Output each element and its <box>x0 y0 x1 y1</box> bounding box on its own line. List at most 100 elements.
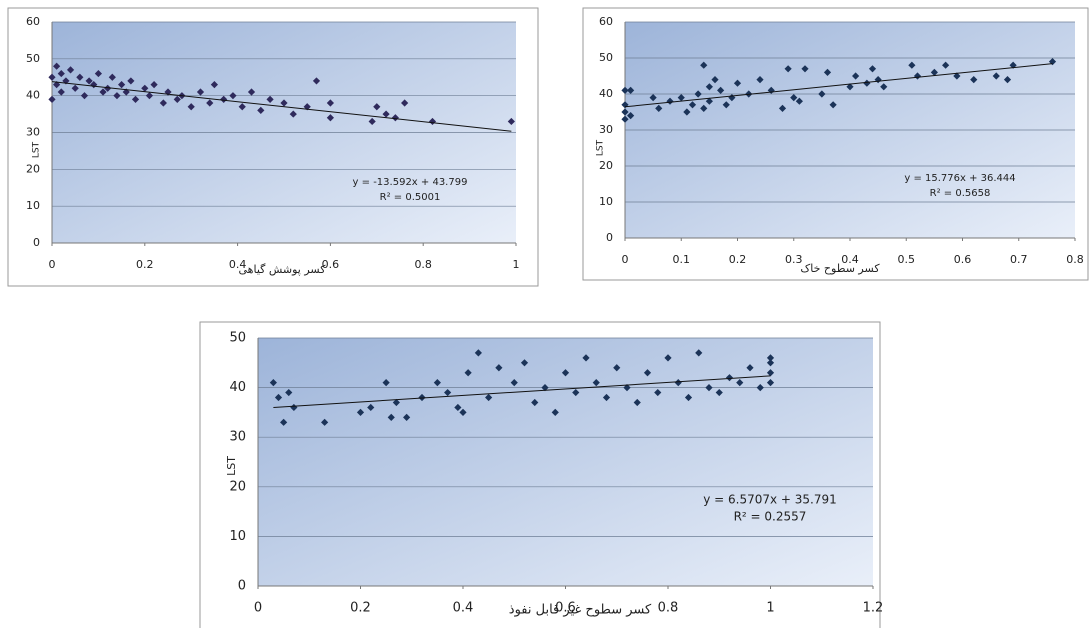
data-point <box>401 99 409 107</box>
data-point <box>382 379 390 387</box>
equation: y = 15.776x + 36.444 <box>904 173 1015 184</box>
data-point <box>326 114 334 122</box>
data-point <box>196 88 205 96</box>
data-point <box>746 364 754 372</box>
data-point <box>531 398 539 407</box>
data-point <box>433 379 441 387</box>
data-point <box>711 76 719 84</box>
data-point <box>257 106 265 114</box>
y-tick-label: 10 <box>229 529 246 544</box>
x-tick-label: 0.6 <box>322 258 340 271</box>
data-point <box>312 77 321 85</box>
data-point <box>627 112 635 120</box>
data-point <box>733 79 742 87</box>
x-tick-label: 0 <box>254 601 262 616</box>
data-point <box>48 73 56 81</box>
data-point <box>145 92 154 100</box>
data-point <box>57 69 65 78</box>
data-point <box>717 86 725 94</box>
data-point <box>633 398 641 407</box>
data-point <box>756 384 764 392</box>
x-tick-label: 0.6 <box>555 601 576 616</box>
x-tick-label: 0.2 <box>350 601 371 616</box>
data-point <box>403 413 411 421</box>
data-point <box>444 388 452 397</box>
data-point <box>367 403 375 412</box>
data-point <box>930 68 938 76</box>
data-point <box>131 95 140 103</box>
x-tick-label: 0.2 <box>729 253 747 266</box>
data-point <box>274 393 283 402</box>
y-tick-label: 40 <box>26 89 40 102</box>
x-tick-label: 0.4 <box>841 253 859 266</box>
data-point <box>970 76 978 84</box>
y-tick-label: 40 <box>599 87 613 100</box>
data-point <box>53 81 61 89</box>
data-point <box>285 388 293 397</box>
y-tick-label: 20 <box>26 162 40 175</box>
data-point <box>778 104 787 112</box>
data-point <box>382 110 390 118</box>
data-point <box>206 99 214 107</box>
data-point <box>326 99 334 107</box>
data-point <box>220 95 228 103</box>
data-point <box>387 413 395 421</box>
x-tick-label: 1 <box>766 601 774 616</box>
data-point <box>655 104 663 112</box>
data-point <box>627 86 635 94</box>
x-tick-label: 0.8 <box>658 601 679 616</box>
data-point <box>683 108 691 116</box>
data-point <box>541 384 549 392</box>
data-point <box>510 379 518 387</box>
data-point <box>321 418 329 426</box>
data-point <box>66 66 75 74</box>
data-point <box>551 408 559 416</box>
data-point <box>621 86 629 94</box>
data-point <box>684 393 693 402</box>
y-tick-label: 0 <box>238 579 246 594</box>
data-point <box>289 110 297 118</box>
y-tick-label: 0 <box>606 231 613 244</box>
data-point <box>913 72 922 80</box>
data-point <box>908 61 916 69</box>
y-tick-label: 30 <box>26 126 40 139</box>
data-point <box>818 90 826 98</box>
data-point <box>373 103 381 111</box>
data-point <box>666 97 674 105</box>
data-point <box>992 72 1000 80</box>
x-axis-label: کسر پوشش گیاهی <box>239 263 327 276</box>
data-point <box>99 88 107 96</box>
data-point <box>280 99 288 107</box>
data-point <box>602 393 611 402</box>
y-tick-label: 20 <box>599 159 613 172</box>
data-point <box>863 79 871 87</box>
x-tick-label: 0.1 <box>673 253 691 266</box>
chart: 0 10 20 30 40 50 60 0 0.1 0.2 0.3 0.4 0.5 0.6 0.7 0.8 y … <box>582 7 1089 281</box>
y-axis-label: LST <box>225 456 238 476</box>
data-point <box>76 73 84 81</box>
data-point <box>846 83 854 91</box>
data-point <box>85 77 93 85</box>
data-point <box>572 388 580 397</box>
x-tick-label: 0 <box>622 253 629 266</box>
x-tick-label: 0.2 <box>136 258 154 271</box>
data-point <box>766 379 775 387</box>
data-point <box>700 104 708 112</box>
y-tick-label: 30 <box>599 123 613 136</box>
data-point <box>368 117 376 126</box>
data-point <box>104 84 112 92</box>
y-tick-label: 60 <box>26 15 40 28</box>
data-point <box>795 97 803 105</box>
data-point <box>187 103 195 111</box>
y-tick-label: 50 <box>229 331 246 346</box>
data-point <box>303 103 311 111</box>
y-tick-label: 10 <box>599 195 613 208</box>
data-point <box>725 374 734 382</box>
data-point <box>736 379 744 387</box>
chart: 0 10 20 30 40 50 60 0 0.2 0.4 0.6 0.8 1 y = -13.592x … <box>7 7 539 287</box>
data-point <box>722 101 730 109</box>
data-point <box>392 398 400 407</box>
data-point <box>1048 58 1057 66</box>
data-point <box>454 403 462 412</box>
